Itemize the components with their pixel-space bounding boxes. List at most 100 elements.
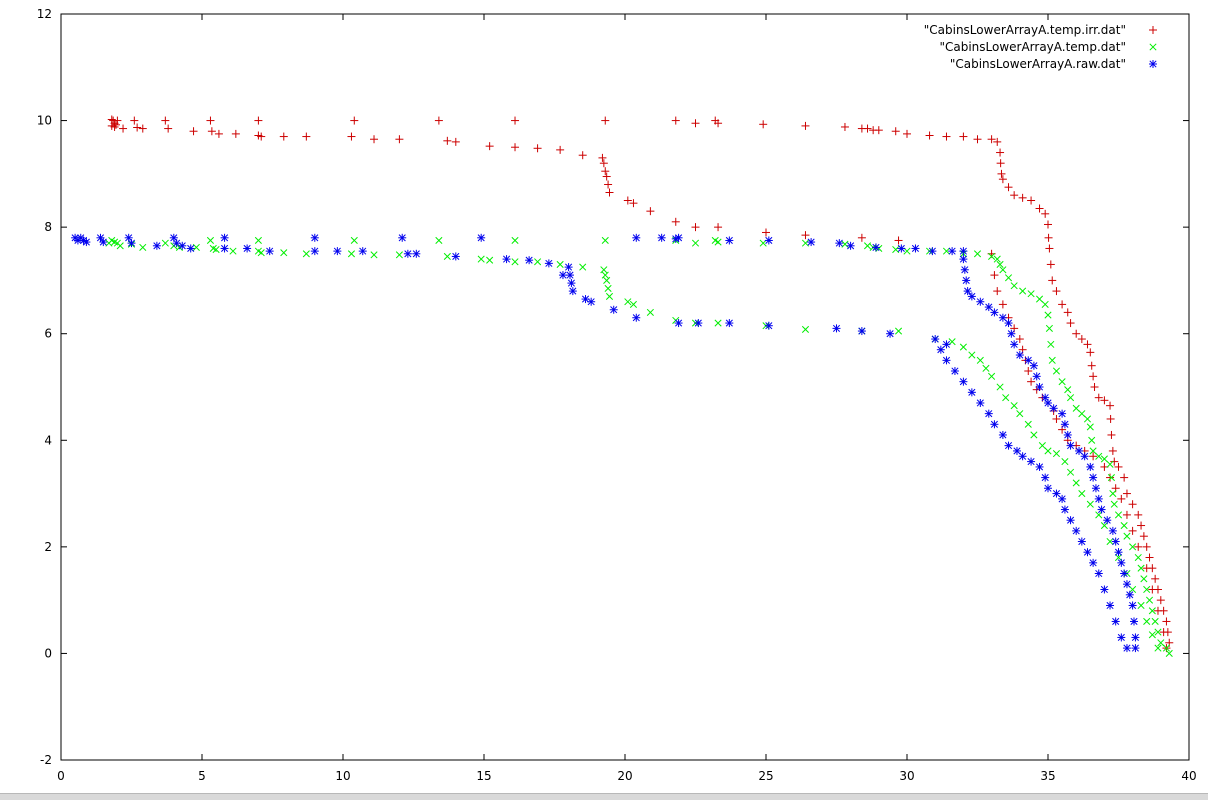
- data-point: [231, 129, 240, 138]
- series-1: [107, 115, 1174, 653]
- data-point: [1035, 383, 1044, 391]
- data-point: [1131, 644, 1140, 653]
- data-point: [1129, 585, 1137, 594]
- data-point: [1030, 431, 1038, 439]
- data-point: [894, 327, 903, 335]
- data-point: [993, 287, 1002, 296]
- data-point: [1122, 510, 1131, 519]
- data-point: [1029, 361, 1038, 370]
- data-point: [801, 239, 810, 247]
- data-point: [113, 116, 122, 125]
- data-point: [959, 255, 968, 264]
- data-point: [623, 196, 632, 205]
- data-point: [178, 241, 187, 250]
- x-tick-label: 0: [57, 769, 65, 783]
- data-point: [1015, 351, 1024, 360]
- data-point: [982, 364, 990, 372]
- data-point: [691, 223, 700, 232]
- data-point: [1052, 367, 1061, 375]
- data-point: [1107, 430, 1116, 439]
- data-point: [874, 126, 883, 135]
- data-point: [976, 356, 984, 364]
- data-point: [152, 241, 161, 250]
- data-point: [1075, 446, 1084, 455]
- data-point: [1027, 457, 1036, 466]
- data-point: [691, 119, 700, 128]
- data-point: [987, 135, 996, 144]
- data-point: [1044, 447, 1052, 455]
- data-point: [996, 383, 1004, 391]
- data-point: [1142, 542, 1151, 551]
- data-point: [1122, 580, 1131, 589]
- data-point: [1139, 532, 1148, 541]
- data-point: [544, 259, 553, 268]
- data-point: [395, 135, 404, 144]
- data-point: [511, 236, 519, 245]
- data-point: [911, 244, 920, 253]
- data-point: [1114, 553, 1123, 562]
- data-point: [534, 258, 542, 266]
- data-point: [629, 300, 638, 308]
- x-tick-label: 40: [1181, 769, 1196, 783]
- data-point: [841, 240, 849, 248]
- data-point: [1004, 183, 1013, 192]
- data-point: [604, 180, 613, 189]
- data-point: [948, 338, 956, 346]
- data-point: [1145, 596, 1154, 604]
- data-point: [1010, 191, 1019, 200]
- data-point: [119, 124, 128, 133]
- data-point: [998, 175, 1007, 184]
- data-point: [1058, 378, 1066, 386]
- data-point: [1140, 575, 1148, 583]
- data-point: [976, 398, 985, 407]
- data-point: [603, 276, 611, 284]
- data-point: [1148, 585, 1157, 594]
- data-point: [243, 244, 252, 253]
- data-point: [1087, 361, 1096, 370]
- data-point: [863, 242, 872, 250]
- data-point: [967, 388, 976, 397]
- y-tick-label: -2: [40, 753, 52, 767]
- data-point: [1045, 324, 1053, 332]
- data-point: [967, 292, 976, 301]
- data-point: [1052, 450, 1061, 458]
- data-point: [1125, 590, 1134, 599]
- data-point: [1058, 300, 1067, 309]
- data-point: [674, 233, 683, 242]
- data-point: [212, 245, 220, 254]
- data-point: [370, 135, 379, 144]
- data-point: [1134, 542, 1143, 551]
- data-point: [1038, 442, 1046, 450]
- data-point: [942, 356, 951, 365]
- data-point: [265, 247, 274, 256]
- data-point: [903, 247, 911, 255]
- data-point: [891, 127, 900, 136]
- data-point: [609, 305, 618, 314]
- data-point: [1041, 393, 1050, 402]
- data-point: [925, 131, 934, 140]
- data-point: [807, 238, 816, 247]
- data-point: [1045, 244, 1054, 253]
- data-point: [1004, 441, 1013, 450]
- data-point: [762, 228, 770, 237]
- data-point: [161, 239, 169, 247]
- data-point: [130, 116, 139, 125]
- y-tick-label: 0: [44, 646, 52, 660]
- data-point: [1027, 377, 1036, 386]
- data-point: [764, 236, 773, 245]
- data-point: [1106, 473, 1115, 482]
- axis-ticks: 0 5 10 15 20 25 30 35 40 -2 0 2 4 6 8 10 12: [37, 7, 1197, 783]
- data-point: [347, 250, 356, 258]
- data-point: [988, 372, 996, 380]
- data-point: [990, 420, 999, 429]
- data-point: [1044, 398, 1052, 407]
- data-point: [999, 266, 1007, 274]
- data-point: [302, 250, 310, 258]
- data-point: [370, 251, 378, 259]
- data-point: [1048, 276, 1057, 285]
- data-point: [1134, 510, 1143, 519]
- data-point: [568, 287, 577, 296]
- data-point: [358, 247, 367, 256]
- data-point: [1162, 644, 1170, 652]
- data-point: [1086, 462, 1095, 471]
